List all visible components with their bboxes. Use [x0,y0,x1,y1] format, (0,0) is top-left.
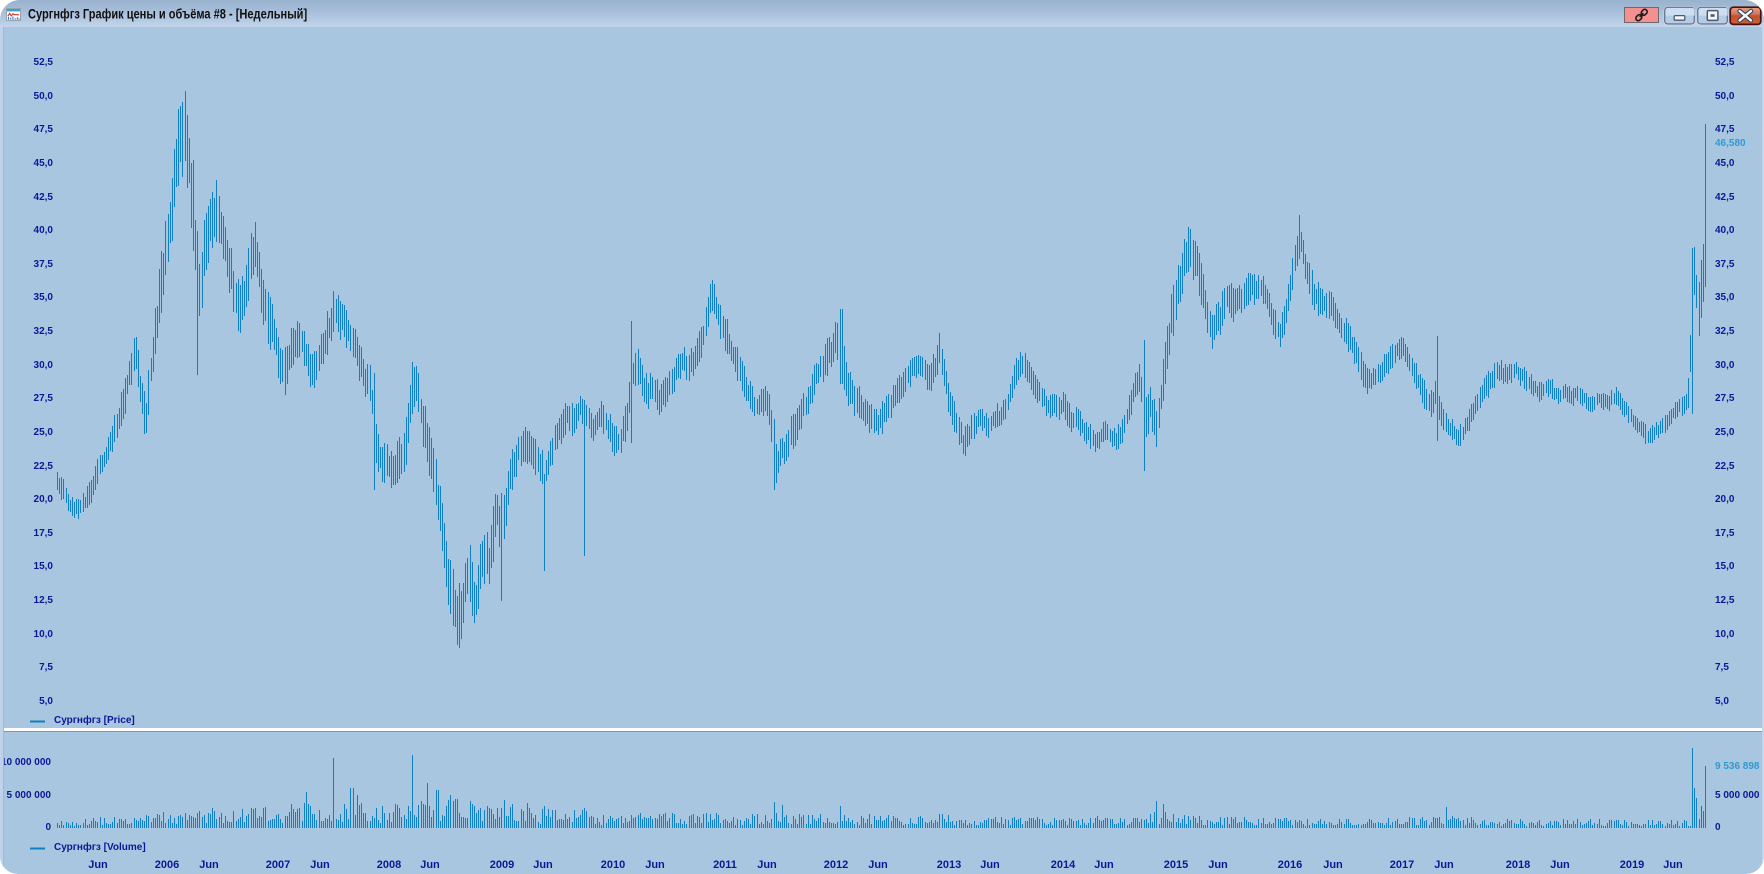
svg-text:Сургнфгз График цены и объёма: Сургнфгз График цены и объёма #8 - [Неде… [28,6,307,21]
